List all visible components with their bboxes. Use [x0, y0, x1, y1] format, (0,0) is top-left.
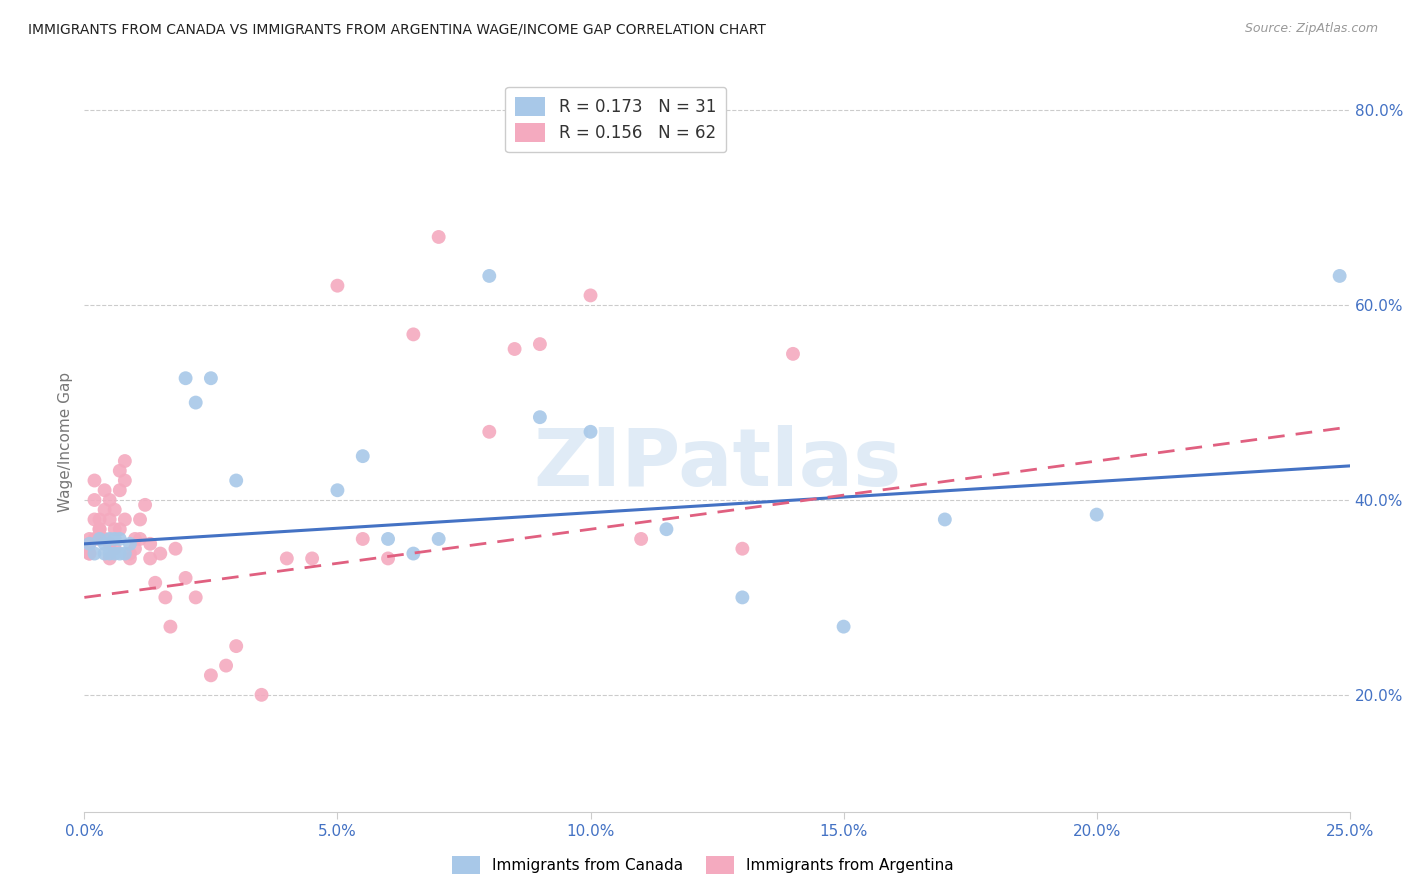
- Point: [478, 425, 501, 439]
- Text: IMMIGRANTS FROM CANADA VS IMMIGRANTS FROM ARGENTINA WAGE/INCOME GAP CORRELATION : IMMIGRANTS FROM CANADA VS IMMIGRANTS FRO…: [28, 22, 766, 37]
- Point: [98, 532, 121, 546]
- Point: [1085, 508, 1108, 522]
- Point: [93, 537, 115, 551]
- Point: [114, 547, 136, 561]
- Point: [118, 537, 141, 551]
- Legend: R = 0.173   N = 31, R = 0.156   N = 62: R = 0.173 N = 31, R = 0.156 N = 62: [506, 87, 725, 153]
- Point: [655, 522, 678, 536]
- Point: [118, 547, 141, 561]
- Point: [108, 522, 131, 536]
- Point: [104, 522, 127, 536]
- Point: [250, 688, 273, 702]
- Point: [579, 425, 602, 439]
- Point: [134, 498, 156, 512]
- Point: [89, 532, 111, 546]
- Legend: Immigrants from Canada, Immigrants from Argentina: Immigrants from Canada, Immigrants from …: [446, 850, 960, 880]
- Point: [184, 395, 207, 409]
- Point: [79, 547, 101, 561]
- Point: [402, 547, 425, 561]
- Point: [124, 541, 146, 556]
- Point: [93, 483, 115, 498]
- Point: [529, 337, 551, 351]
- Point: [326, 483, 349, 498]
- Point: [215, 658, 238, 673]
- Point: [79, 532, 101, 546]
- Point: [83, 493, 105, 508]
- Point: [93, 547, 115, 561]
- Point: [529, 410, 551, 425]
- Point: [143, 575, 166, 590]
- Point: [129, 532, 152, 546]
- Point: [503, 342, 526, 356]
- Point: [159, 619, 181, 633]
- Point: [83, 474, 105, 488]
- Point: [377, 551, 399, 566]
- Point: [200, 371, 222, 385]
- Point: [174, 571, 197, 585]
- Point: [98, 547, 121, 561]
- Point: [98, 551, 121, 566]
- Point: [934, 512, 956, 526]
- Point: [79, 537, 101, 551]
- Point: [79, 537, 101, 551]
- Point: [83, 512, 105, 526]
- Point: [93, 502, 115, 516]
- Point: [108, 532, 131, 546]
- Point: [129, 512, 152, 526]
- Point: [83, 547, 105, 561]
- Point: [402, 327, 425, 342]
- Point: [89, 512, 111, 526]
- Point: [149, 547, 172, 561]
- Point: [98, 493, 121, 508]
- Point: [478, 268, 501, 283]
- Y-axis label: Wage/Income Gap: Wage/Income Gap: [58, 371, 73, 512]
- Point: [1329, 268, 1351, 283]
- Point: [114, 512, 136, 526]
- Text: ZIPatlas: ZIPatlas: [533, 425, 901, 503]
- Point: [89, 532, 111, 546]
- Point: [301, 551, 323, 566]
- Point: [89, 522, 111, 536]
- Point: [276, 551, 298, 566]
- Point: [79, 547, 101, 561]
- Point: [352, 532, 374, 546]
- Point: [165, 541, 187, 556]
- Point: [114, 474, 136, 488]
- Point: [83, 532, 105, 546]
- Point: [108, 464, 131, 478]
- Point: [89, 522, 111, 536]
- Point: [139, 551, 162, 566]
- Point: [124, 532, 146, 546]
- Point: [108, 483, 131, 498]
- Point: [104, 502, 127, 516]
- Point: [139, 537, 162, 551]
- Point: [98, 512, 121, 526]
- Point: [200, 668, 222, 682]
- Point: [782, 347, 804, 361]
- Point: [155, 591, 177, 605]
- Point: [225, 639, 247, 653]
- Point: [104, 547, 127, 561]
- Point: [579, 288, 602, 302]
- Text: Source: ZipAtlas.com: Source: ZipAtlas.com: [1244, 22, 1378, 36]
- Point: [98, 537, 121, 551]
- Point: [630, 532, 652, 546]
- Point: [93, 532, 115, 546]
- Point: [118, 551, 141, 566]
- Point: [184, 591, 207, 605]
- Point: [377, 532, 399, 546]
- Point: [326, 278, 349, 293]
- Point: [174, 371, 197, 385]
- Point: [108, 547, 131, 561]
- Point: [225, 474, 247, 488]
- Point: [104, 541, 127, 556]
- Point: [427, 230, 450, 244]
- Point: [731, 541, 754, 556]
- Point: [427, 532, 450, 546]
- Point: [114, 454, 136, 468]
- Point: [104, 532, 127, 546]
- Point: [731, 591, 754, 605]
- Point: [352, 449, 374, 463]
- Point: [832, 619, 855, 633]
